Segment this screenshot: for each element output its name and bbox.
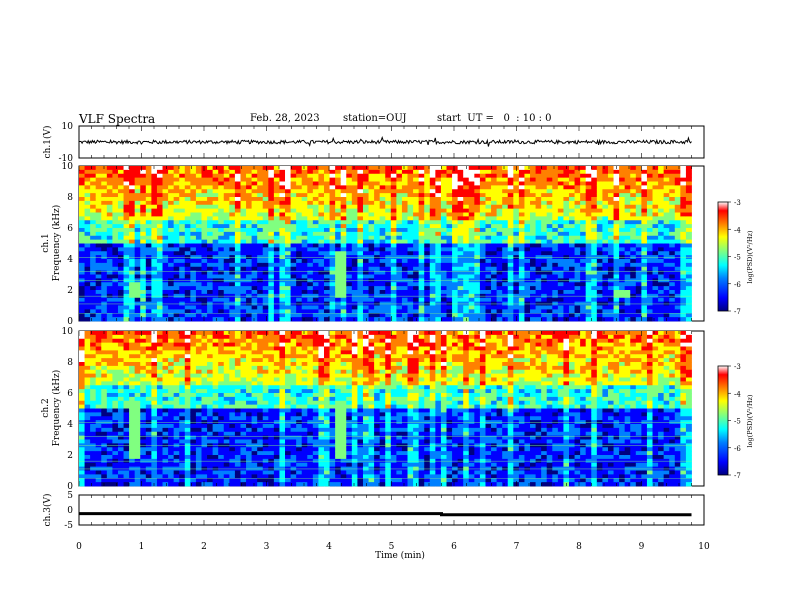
colorbar-tick-label: -6 [734,445,741,453]
x-tick-label: 5 [389,542,395,552]
ch1-colorbar [717,201,729,312]
y-tick-label: 4 [67,255,73,265]
y-tick-label: 8 [67,358,73,368]
ch3-ylabel: ch.3(V) [42,494,53,527]
y-tick-label: 10 [62,122,74,132]
y-tick-label: 0 [67,482,73,492]
y-tick-label: 0 [67,317,73,327]
x-tick-label: 6 [451,542,457,552]
colorbar-label: log(PSD)(V²/Hz) [746,230,754,283]
colorbar-tick-label: -7 [734,472,741,480]
ch1-spec-ylabel-channel: ch.1 [41,233,51,252]
colorbar-tick-label: -4 [734,390,741,398]
x-tick-label: 0 [76,542,82,552]
ch1-spec-ylabel-freq: Frequency (kHz) [51,205,62,282]
x-axis-label: Time (min) [375,550,425,561]
x-tick-label: 3 [264,542,270,552]
colorbar-tick-label: -3 [734,363,741,371]
x-tick-label: 1 [139,542,145,552]
x-tick-label: 8 [576,542,582,552]
colorbar-tick-label: -5 [734,254,741,262]
ch2-spec-ylabel-freq: Frequency (kHz) [51,370,62,447]
x-tick-label: 9 [639,542,645,552]
station-label: station=OUJ [343,113,407,124]
y-tick-label: 10 [62,162,74,172]
ch1-spectrogram-image [79,166,692,322]
ch1-ylabel: ch.1(V) [42,126,53,159]
y-tick-label: 2 [67,286,73,296]
y-tick-label: 6 [67,389,73,399]
y-tick-label: -5 [64,521,73,531]
y-tick-label: 4 [67,420,73,430]
x-tick-label: 2 [201,542,207,552]
start-time-label: start UT = 0 : 10 : 0 [437,113,552,124]
colorbar-tick-label: -3 [734,199,741,207]
colorbar-tick-label: -7 [734,308,741,316]
y-tick-label: 10 [62,327,74,337]
chart-title: VLF Spectra [79,112,156,126]
y-tick-label: 8 [67,193,73,203]
ch2-spectrogram-panel [78,330,705,487]
colorbar-tick-label: -5 [734,418,741,426]
y-tick-label: -10 [59,154,74,164]
date-label: Feb. 28, 2023 [250,113,320,124]
colorbar-tick-label: -6 [734,281,741,289]
y-tick-label: 0 [67,506,73,516]
ch3-trace [79,512,692,517]
x-tick-label: 7 [514,542,520,552]
y-tick-label: 5 [67,491,73,501]
ch1-trace [79,135,692,148]
ch2-spec-ylabel-channel: ch.2 [41,398,51,417]
colorbar-label: log(PSD)(V²/Hz) [746,394,754,447]
ch2-colorbar [717,365,729,476]
ch2-spectrogram-image [79,331,692,487]
x-tick-label: 4 [326,542,332,552]
x-tick-label: 10 [698,542,710,552]
ch1-spectrogram-panel [78,165,705,322]
y-tick-label: 2 [67,451,73,461]
colorbar-tick-label: -4 [734,226,741,234]
y-tick-label: 6 [67,224,73,234]
